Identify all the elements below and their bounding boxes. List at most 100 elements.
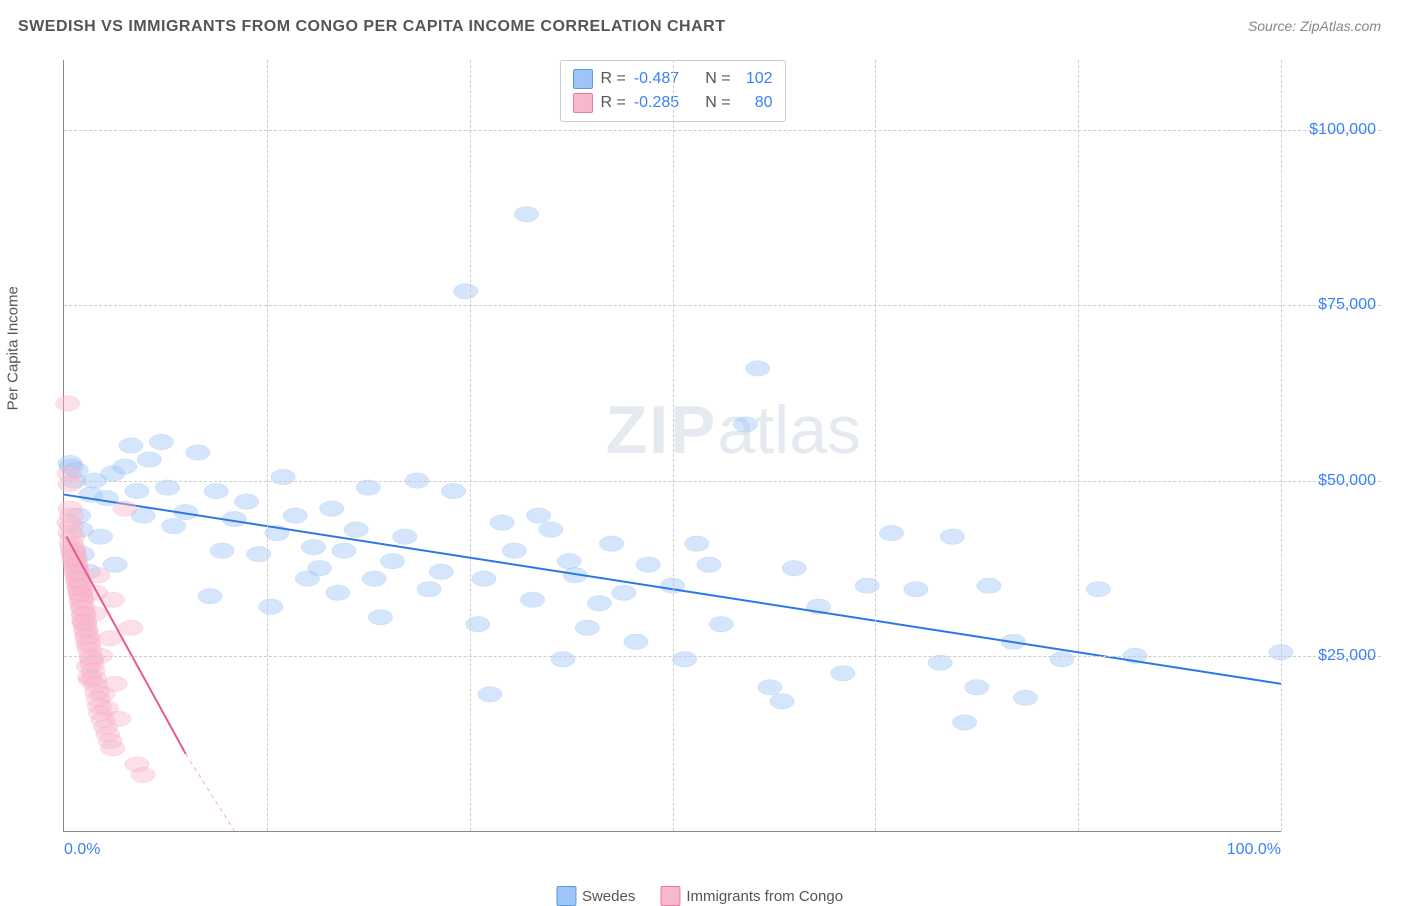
gridline-horizontal <box>64 130 1381 131</box>
data-point <box>685 536 709 551</box>
data-point <box>368 610 392 625</box>
data-point <box>758 680 782 695</box>
data-point <box>393 529 417 544</box>
data-point <box>125 483 149 498</box>
legend-swatch <box>556 886 576 906</box>
y-tick-label: $100,000 <box>1309 121 1376 139</box>
gridline-horizontal <box>64 481 1381 482</box>
n-label: N = <box>705 67 730 91</box>
data-point <box>965 680 989 695</box>
data-point <box>137 452 161 467</box>
data-point <box>928 655 952 670</box>
data-point <box>624 634 648 649</box>
data-point <box>514 206 538 221</box>
data-point <box>551 652 575 667</box>
chart-title: SWEDISH VS IMMIGRANTS FROM CONGO PER CAP… <box>18 18 725 36</box>
data-point <box>417 581 441 596</box>
data-point <box>113 459 137 474</box>
y-tick-label: $75,000 <box>1318 296 1376 314</box>
n-value: 102 <box>739 67 773 91</box>
data-point <box>380 553 404 568</box>
data-point <box>119 438 143 453</box>
data-point <box>259 599 283 614</box>
data-point <box>599 536 623 551</box>
data-point <box>186 445 210 460</box>
data-point <box>770 694 794 709</box>
data-point <box>326 585 350 600</box>
gridline-vertical <box>875 60 876 831</box>
data-point <box>709 617 733 632</box>
y-axis-label: Per Capita Income <box>5 286 22 410</box>
data-point <box>234 494 258 509</box>
legend-swatch <box>660 886 680 906</box>
r-label: R = <box>600 91 625 115</box>
data-point <box>1013 690 1037 705</box>
chart-container: Per Capita Income ZIPatlas R =-0.487N =1… <box>18 55 1381 872</box>
gridline-horizontal <box>64 656 1381 657</box>
data-point <box>210 543 234 558</box>
data-point <box>782 560 806 575</box>
data-point <box>502 543 526 558</box>
data-point <box>344 522 368 537</box>
legend-swatch <box>572 93 592 113</box>
data-point <box>198 588 222 603</box>
legend: Swedes Immigrants from Congo <box>556 886 843 906</box>
data-point <box>697 557 721 572</box>
data-point <box>879 525 903 540</box>
data-point <box>204 483 228 498</box>
data-point <box>55 396 79 411</box>
data-point <box>58 476 82 491</box>
legend-swatch <box>572 69 592 89</box>
data-point <box>520 592 544 607</box>
data-point <box>101 741 125 756</box>
gridline-horizontal <box>64 305 1381 306</box>
x-tick-label: 0.0% <box>64 841 100 859</box>
trendline-extrapolated <box>186 754 235 831</box>
n-label: N = <box>705 91 730 115</box>
data-point <box>904 581 928 596</box>
data-point <box>952 715 976 730</box>
gridline-vertical <box>673 60 674 831</box>
data-point <box>1086 581 1110 596</box>
gridline-vertical <box>470 60 471 831</box>
legend-label: Swedes <box>582 888 635 905</box>
source-attribution: Source: ZipAtlas.com <box>1248 18 1381 34</box>
data-point <box>88 529 112 544</box>
data-point <box>1050 652 1074 667</box>
data-point <box>612 585 636 600</box>
data-point <box>746 361 770 376</box>
gridline-vertical <box>267 60 268 831</box>
data-point <box>119 620 143 635</box>
legend-label: Immigrants from Congo <box>686 888 843 905</box>
data-point <box>332 543 356 558</box>
data-point <box>356 480 380 495</box>
r-label: R = <box>600 67 625 91</box>
data-point <box>362 571 386 586</box>
plot-area: ZIPatlas R =-0.487N =102R =-0.285N =80 $… <box>63 60 1281 832</box>
n-value: 80 <box>739 91 773 115</box>
legend-item: Immigrants from Congo <box>660 886 843 906</box>
data-point <box>271 469 295 484</box>
chart-header: SWEDISH VS IMMIGRANTS FROM CONGO PER CAP… <box>0 0 1406 46</box>
y-tick-label: $50,000 <box>1318 472 1376 490</box>
x-tick-label: 100.0% <box>1227 841 1281 859</box>
data-point <box>587 595 611 610</box>
data-point <box>320 501 344 516</box>
data-point <box>161 518 185 533</box>
data-point <box>155 480 179 495</box>
data-point <box>940 529 964 544</box>
data-point <box>283 508 307 523</box>
data-point <box>472 571 496 586</box>
data-point <box>557 553 581 568</box>
y-tick-label: $25,000 <box>1318 647 1376 665</box>
data-point <box>307 560 331 575</box>
data-point <box>441 483 465 498</box>
data-point <box>636 557 660 572</box>
data-point <box>831 666 855 681</box>
data-point <box>673 652 697 667</box>
data-point <box>478 687 502 702</box>
gridline-vertical <box>1078 60 1079 831</box>
data-point <box>131 767 155 782</box>
data-point <box>575 620 599 635</box>
data-point <box>149 434 173 449</box>
